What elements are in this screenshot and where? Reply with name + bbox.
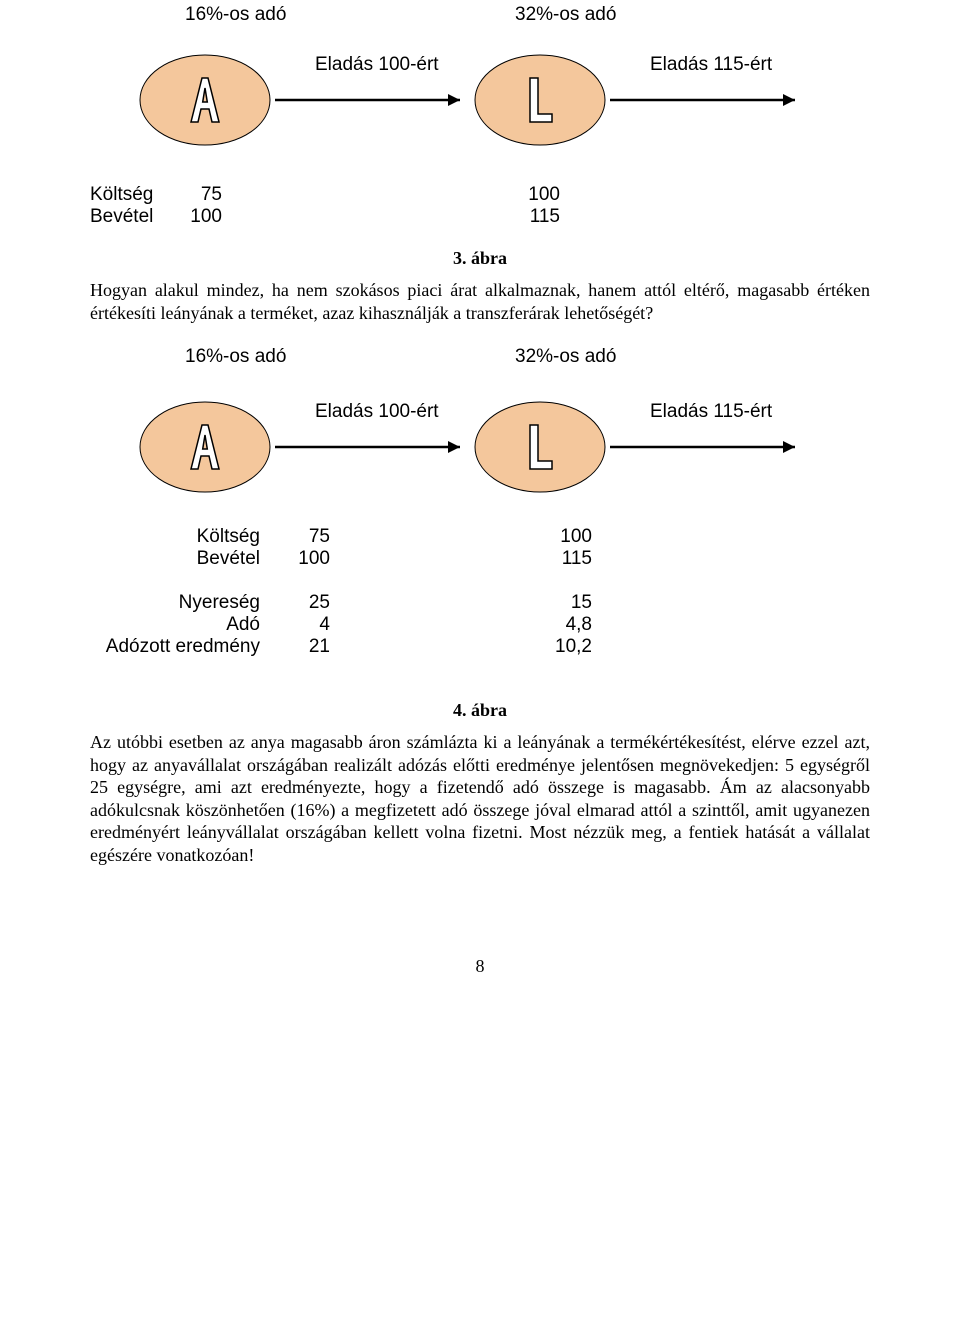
d2-row3-l: 15 xyxy=(571,592,592,613)
d2-node-a-ellipse xyxy=(140,402,270,492)
tax-l-label: 32%-os adó xyxy=(515,4,616,25)
d2-row5-a: 21 xyxy=(309,636,330,657)
arrow1-head xyxy=(448,94,460,106)
d2-row2-l: 115 xyxy=(562,548,592,569)
d2-row2-a: 100 xyxy=(298,548,330,569)
paragraph-2: Az utóbbi esetben az anya magasabb áron … xyxy=(90,731,870,866)
d2-node-l-ellipse xyxy=(475,402,605,492)
d1-row2-label: Bevétel xyxy=(90,206,153,227)
page-number: 8 xyxy=(90,956,870,977)
d1-row1-label: Költség xyxy=(90,184,153,205)
d2-row4-a: 4 xyxy=(319,614,330,635)
transfer-diagram-1: 16%-os adó 32%-os adó Eladás 100-ért Ela… xyxy=(90,0,880,230)
d1-row1-l: 100 xyxy=(528,184,560,205)
arrow2-label: Eladás 115-ért xyxy=(650,54,773,75)
d2-arrow1-label: Eladás 100-ért xyxy=(315,401,439,422)
d2-row3-label: Nyereség xyxy=(179,592,260,613)
figure-4-caption: 4. ábra xyxy=(90,700,870,721)
node-l-ellipse xyxy=(475,55,605,145)
d2-row2-label: Bevétel xyxy=(197,548,260,569)
d2-row3-a: 25 xyxy=(309,592,330,613)
d2-tax-l-label: 32%-os adó xyxy=(515,346,616,367)
d2-row1-l: 100 xyxy=(560,526,592,547)
d1-row2-a: 100 xyxy=(190,206,222,227)
arrow2-head xyxy=(783,94,795,106)
d2-row5-l: 10,2 xyxy=(555,636,592,657)
d2-arrow2-head xyxy=(783,441,795,453)
paragraph-1: Hogyan alakul mindez, ha nem szokásos pi… xyxy=(90,279,870,324)
d2-row1-a: 75 xyxy=(309,526,330,547)
d2-tax-a-label: 16%-os adó xyxy=(185,346,286,367)
d2-row5-label: Adózott eredmény xyxy=(106,636,261,657)
d2-row4-l: 4,8 xyxy=(566,614,592,635)
tax-a-label: 16%-os adó xyxy=(185,4,286,25)
d1-row2-l: 115 xyxy=(530,206,560,227)
arrow1-label: Eladás 100-ért xyxy=(315,54,439,75)
d2-arrow2-label: Eladás 115-ért xyxy=(650,401,773,422)
d2-arrow1-head xyxy=(448,441,460,453)
figure-3-caption: 3. ábra xyxy=(90,248,870,269)
transfer-diagram-2: 16%-os adó 32%-os adó Eladás 100-ért Ela… xyxy=(90,342,880,682)
node-a-ellipse xyxy=(140,55,270,145)
d2-row4-label: Adó xyxy=(226,614,260,635)
d2-row1-label: Költség xyxy=(197,526,260,547)
d1-row1-a: 75 xyxy=(201,184,222,205)
